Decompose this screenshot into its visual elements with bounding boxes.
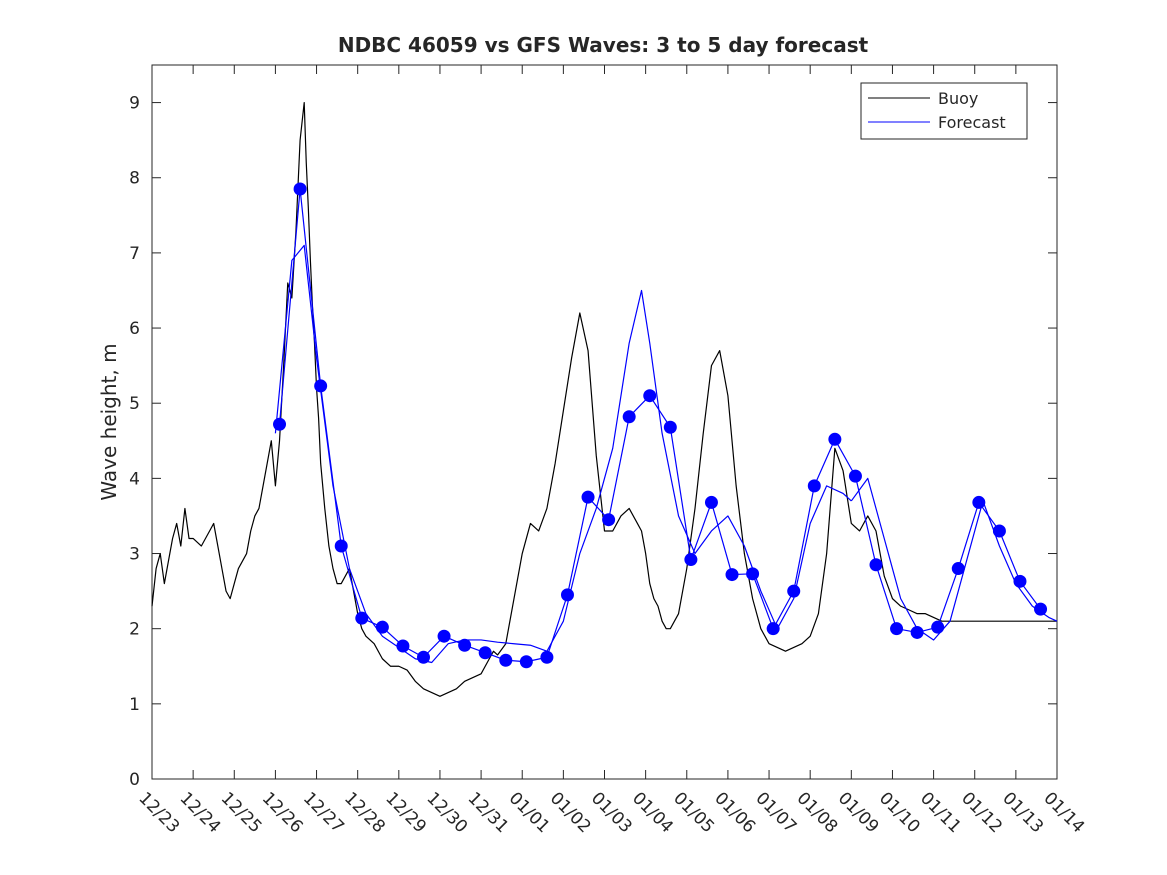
forecast-point <box>417 650 430 664</box>
x-tick-label: 01/08 <box>793 788 842 837</box>
x-tick-label: 01/09 <box>834 788 883 837</box>
x-tick-label: 01/05 <box>669 788 718 837</box>
x-tick-label: 12/26 <box>258 788 307 837</box>
x-tick-label: 12/28 <box>340 788 389 837</box>
y-tick-label: 5 <box>129 394 140 414</box>
y-tick-label: 7 <box>129 244 140 264</box>
forecast-point <box>643 389 657 403</box>
forecast-point <box>602 513 616 527</box>
forecast-point <box>519 655 533 669</box>
forecast-point <box>540 650 554 664</box>
forecast-point <box>478 646 492 660</box>
forecast-point <box>992 524 1006 538</box>
x-tick-label: 12/25 <box>217 788 266 837</box>
forecast-point <box>828 432 842 446</box>
y-tick-label: 4 <box>129 469 140 489</box>
forecast-point <box>273 417 287 431</box>
x-tick-label: 01/04 <box>628 788 677 837</box>
x-tick-label: 12/23 <box>134 788 183 837</box>
x-tick-label: 01/13 <box>998 788 1047 837</box>
x-tick-label: 12/31 <box>464 788 513 837</box>
y-tick-label: 3 <box>129 545 140 565</box>
plot-area <box>151 64 1058 780</box>
x-tick-label: 01/01 <box>505 788 554 837</box>
forecast-point <box>910 625 924 639</box>
chart-title: NDBC 46059 vs GFS Waves: 3 to 5 day fore… <box>338 33 869 57</box>
x-tick-label: 01/14 <box>1039 788 1088 837</box>
x-tick-label: 01/02 <box>546 788 595 837</box>
forecast-point <box>787 584 801 598</box>
forecast-point <box>560 588 574 602</box>
y-axis: 0 1 2 3 4 5 6 7 8 9 <box>129 94 1057 790</box>
forecast-point <box>951 562 965 576</box>
forecast-point <box>499 653 513 667</box>
y-tick-label: 1 <box>129 695 140 715</box>
y-tick-label: 0 <box>129 770 140 790</box>
x-tick-label: 12/30 <box>422 788 471 837</box>
forecast-point <box>1034 602 1048 616</box>
forecast-point <box>725 568 739 582</box>
forecast-point <box>437 629 451 643</box>
forecast-point <box>663 420 677 434</box>
x-tick-label: 01/11 <box>916 788 965 837</box>
marker-layer <box>273 182 1048 669</box>
forecast-point <box>931 620 945 634</box>
forecast-point <box>766 622 780 636</box>
forecast-point <box>622 410 636 424</box>
x-tick-label: 12/24 <box>176 788 225 837</box>
x-tick-label: 01/07 <box>752 788 801 837</box>
x-tick-label: 12/29 <box>381 788 430 837</box>
forecast-point <box>1013 574 1027 588</box>
x-tick-label: 12/27 <box>299 788 348 837</box>
forecast-point <box>746 567 760 581</box>
forecast-point <box>293 182 307 196</box>
forecast-run-line <box>274 244 852 664</box>
legend-forecast-label: Forecast <box>938 113 1006 132</box>
forecast-point <box>581 490 595 504</box>
x-tick-label: 01/03 <box>587 788 636 837</box>
x-tick-label: 01/10 <box>875 788 924 837</box>
forecast-point <box>458 638 472 652</box>
x-tick-label: 01/12 <box>957 788 1006 837</box>
y-tick-label: 2 <box>129 620 140 640</box>
forecast-point <box>375 620 389 634</box>
forecast-point <box>396 639 410 653</box>
forecast-point <box>890 622 904 636</box>
buoy-line <box>151 101 1057 697</box>
forecast-point <box>314 379 328 393</box>
forecast-point <box>807 479 821 493</box>
y-axis-label: Wave height, m <box>97 343 121 500</box>
legend-box <box>860 82 1028 140</box>
forecast-point <box>972 495 986 509</box>
forecast-point <box>869 558 883 572</box>
forecast-point <box>684 553 698 567</box>
y-tick-label: 8 <box>129 169 140 189</box>
y-tick-label: 9 <box>129 94 140 114</box>
forecast-point <box>334 539 348 553</box>
x-tick-label: 01/06 <box>710 788 759 837</box>
forecast-run-line <box>850 477 1058 641</box>
forecast-point <box>704 495 718 509</box>
forecast-point <box>848 469 862 483</box>
forecast-point <box>355 611 369 625</box>
y-tick-label: 6 <box>129 319 140 339</box>
legend-buoy-label: Buoy <box>938 89 978 108</box>
legend: Buoy Forecast <box>860 82 1028 140</box>
